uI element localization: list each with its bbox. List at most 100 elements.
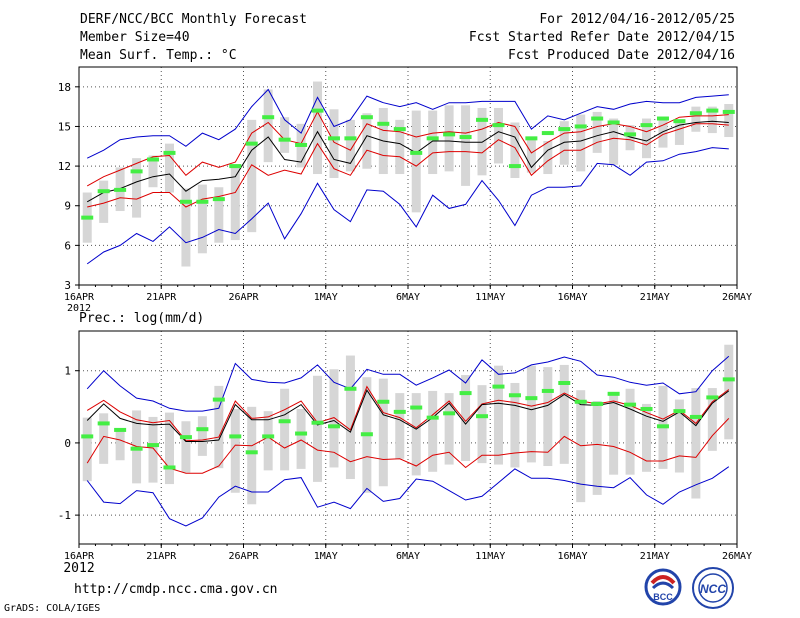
x-tick-label: 16MAY (557, 551, 587, 562)
x-tick-label: 16APR (64, 551, 95, 562)
spread-box (674, 121, 684, 145)
observed-marker (278, 137, 291, 142)
observed-marker (114, 187, 127, 192)
x-tick-year-label: 2012 (63, 561, 94, 576)
y-tick-label: 12 (58, 160, 71, 173)
observed-marker (574, 124, 587, 129)
spread-box (230, 166, 240, 241)
spread-box (230, 408, 240, 493)
spread-box (164, 143, 174, 193)
observed-marker (81, 215, 94, 220)
spread-box (707, 388, 717, 451)
spread-box (428, 390, 438, 472)
spread-box (313, 81, 323, 175)
observed-marker (476, 117, 489, 122)
ncc-logo: NCC (692, 567, 734, 609)
observed-marker (163, 465, 176, 470)
bcc-logo: BCC (644, 568, 682, 606)
observed-marker (706, 395, 719, 400)
spread-box (99, 413, 109, 464)
observed-marker (722, 109, 735, 114)
spread-box (609, 118, 619, 165)
observed-marker (624, 402, 637, 407)
observed-marker (393, 127, 406, 132)
series-max-line (86, 355, 730, 412)
bcc-logo-text: BCC (653, 592, 673, 602)
observed-marker (443, 411, 456, 416)
observed-marker (97, 189, 110, 194)
observed-marker (689, 414, 702, 419)
spread-box (625, 388, 635, 475)
series-upper-line (86, 385, 730, 442)
observed-marker (443, 132, 456, 137)
spread-box (329, 369, 339, 468)
spread-box (345, 355, 355, 480)
observed-marker (327, 136, 340, 141)
x-tick-label: 21MAY (640, 551, 670, 562)
spread-box (164, 412, 174, 485)
plot-frame (78, 66, 738, 286)
observed-marker (229, 434, 242, 439)
x-tick-label: 6MAY (396, 292, 420, 303)
spread-box (691, 388, 701, 499)
spread-box (263, 89, 273, 163)
observed-marker (311, 108, 324, 113)
observed-marker (656, 424, 669, 429)
spread-box (477, 107, 487, 176)
observed-marker (558, 380, 571, 385)
observed-marker (426, 415, 439, 420)
observed-marker (360, 432, 373, 437)
spread-box (395, 119, 405, 175)
x-tick-label: 6MAY (396, 551, 420, 562)
observed-marker (81, 434, 94, 439)
observed-marker (689, 111, 702, 116)
observed-marker (410, 150, 423, 155)
spread-box (592, 111, 602, 153)
observed-marker (295, 431, 308, 436)
forecast-range: For 2012/04/16-2012/05/25 (539, 12, 735, 27)
spread-box (609, 394, 619, 475)
x-tick-label: 21MAY (640, 292, 670, 303)
x-tick-label: 26MAY (722, 551, 752, 562)
y-tick-label: 15 (58, 120, 71, 133)
spread-box (214, 187, 224, 243)
series-mean-line (86, 389, 730, 442)
website-link[interactable]: http://cmdp.ncc.cma.gov.cn (74, 582, 278, 597)
series-mean-line (86, 120, 729, 203)
observed-marker (410, 405, 423, 410)
observed-marker (673, 119, 686, 124)
observed-marker (607, 120, 620, 125)
spread-box (115, 429, 125, 461)
observed-marker (179, 435, 192, 440)
series-max-line (86, 88, 729, 159)
x-tick-label: 26APR (228, 292, 259, 303)
observed-marker (344, 386, 357, 391)
spread-box (658, 117, 668, 148)
y-tick-label: 9 (64, 200, 71, 213)
spread-box (642, 118, 652, 159)
spread-box (411, 110, 421, 213)
observed-marker (278, 419, 291, 424)
spread-box (428, 110, 438, 175)
spread-box (362, 113, 372, 169)
observed-marker (196, 199, 209, 204)
y-tick-label: -1 (58, 509, 71, 522)
spread-box (197, 184, 207, 254)
spread-box (625, 125, 635, 151)
spread-box (296, 408, 306, 469)
observed-marker (245, 141, 258, 146)
spread-box (411, 393, 421, 476)
observed-marker (607, 391, 620, 396)
observed-marker (377, 399, 390, 404)
spread-box (444, 105, 454, 172)
forecast-started: Fcst Started Refer Date 2012/04/15 (468, 30, 735, 45)
observed-marker (459, 135, 472, 140)
series-lower-line (86, 418, 730, 474)
spread-box (674, 399, 684, 473)
x-tick-label: 1MAY (314, 292, 338, 303)
spread-box (592, 401, 602, 495)
x-tick-label: 21APR (146, 292, 177, 303)
